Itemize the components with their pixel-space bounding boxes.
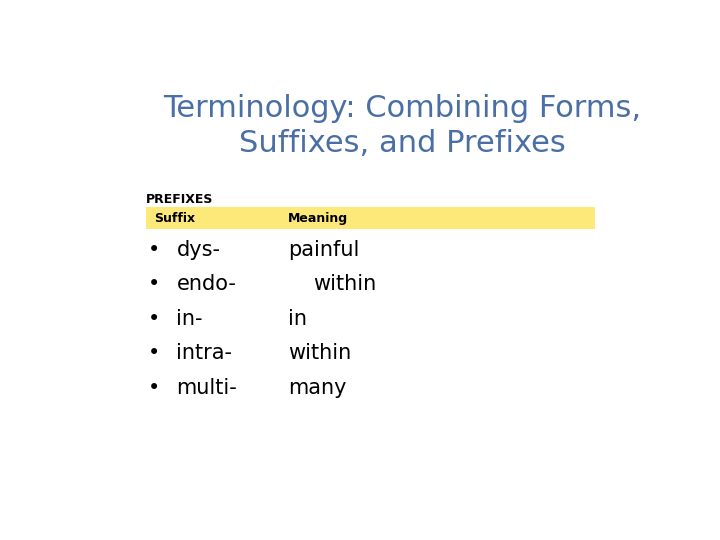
Text: Terminology: Combining Forms,
Suffixes, and Prefixes: Terminology: Combining Forms, Suffixes, … [163,94,642,158]
Text: •: • [148,309,161,329]
Text: many: many [288,378,346,398]
Text: within: within [313,274,377,294]
Text: Suffix: Suffix [154,212,195,225]
Text: •: • [148,274,161,294]
FancyBboxPatch shape [145,207,595,229]
Text: dys-: dys- [176,240,220,260]
Text: in-: in- [176,309,203,329]
Text: PREFIXES: PREFIXES [145,193,213,206]
Text: Meaning: Meaning [288,212,348,225]
Text: •: • [148,343,161,363]
Text: painful: painful [288,240,359,260]
Text: within: within [288,343,351,363]
Text: intra-: intra- [176,343,233,363]
Text: •: • [148,378,161,398]
Text: endo-: endo- [176,274,236,294]
Text: •: • [148,240,161,260]
Text: multi-: multi- [176,378,238,398]
Text: in: in [288,309,307,329]
